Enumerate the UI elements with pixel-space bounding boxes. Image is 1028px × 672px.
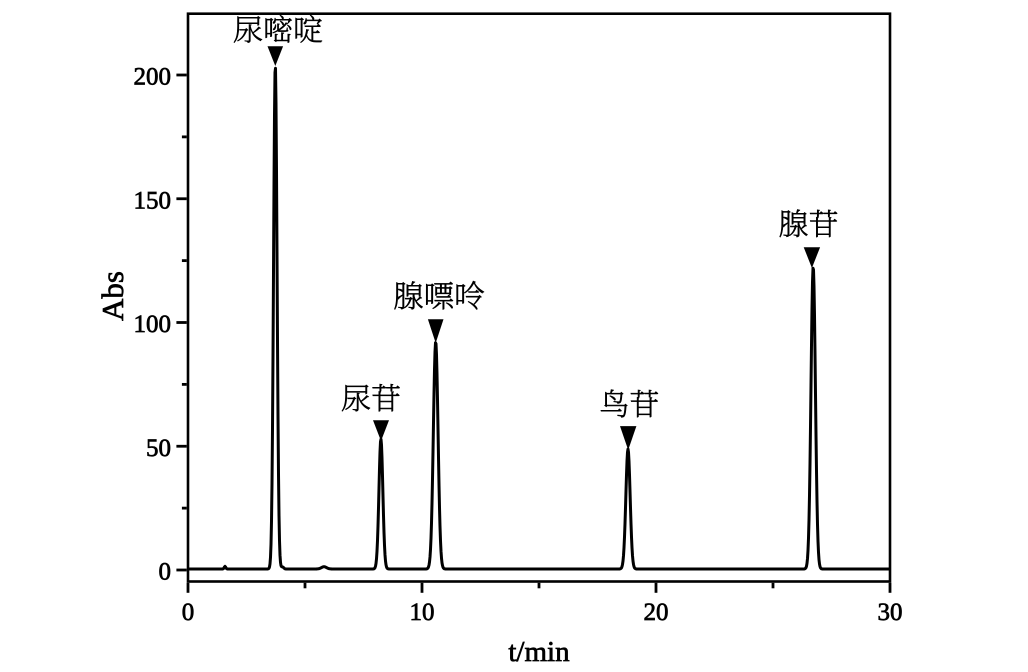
svg-text:50: 50	[146, 435, 171, 462]
svg-text:150: 150	[134, 187, 172, 214]
svg-text:200: 200	[134, 64, 172, 91]
svg-text:20: 20	[644, 599, 669, 626]
svg-text:t/min: t/min	[508, 636, 570, 668]
svg-text:0: 0	[159, 559, 172, 586]
svg-text:10: 10	[410, 599, 435, 626]
svg-text:100: 100	[134, 311, 172, 338]
svg-text:0: 0	[182, 599, 195, 626]
svg-text:Abs: Abs	[95, 271, 130, 321]
svg-text:30: 30	[878, 599, 903, 626]
